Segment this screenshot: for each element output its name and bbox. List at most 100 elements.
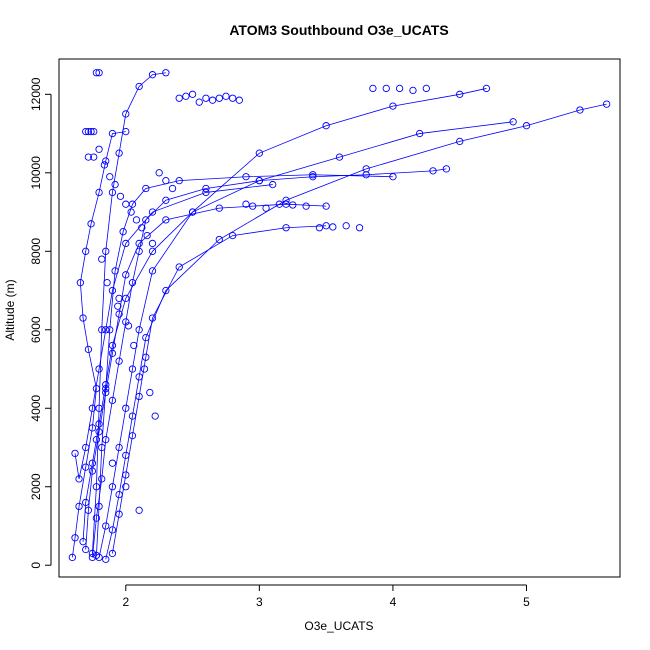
data-point xyxy=(315,224,324,232)
y-tick-label: 10000 xyxy=(29,156,43,190)
data-point xyxy=(422,84,430,93)
data-point xyxy=(322,202,330,210)
y-tick-label: 0 xyxy=(29,562,43,569)
series-group xyxy=(82,200,330,554)
data-point xyxy=(142,184,150,193)
y-tick-label: 2000 xyxy=(29,473,43,500)
data-point xyxy=(95,188,103,197)
data-point xyxy=(68,553,77,562)
axes: 2 3 4 5 0 2000 4000 6000 8000 10000 12000 xyxy=(29,77,530,609)
data-point xyxy=(148,247,157,255)
data-point xyxy=(79,538,87,546)
series-line xyxy=(98,88,487,558)
data-point xyxy=(135,82,143,91)
data-point xyxy=(302,202,310,210)
data-point xyxy=(115,510,123,518)
data-point xyxy=(135,239,143,248)
data-point xyxy=(456,137,464,146)
data-point xyxy=(71,534,79,542)
data-point xyxy=(415,129,424,138)
data-point xyxy=(102,247,110,255)
data-point xyxy=(122,483,130,491)
data-point xyxy=(95,145,103,153)
x-tick-label: 3 xyxy=(256,595,263,609)
data-point xyxy=(122,110,130,118)
data-point xyxy=(98,326,106,334)
data-point xyxy=(92,436,101,444)
data-point xyxy=(235,96,243,104)
data-point xyxy=(84,153,93,161)
data-point xyxy=(88,549,97,558)
data-point xyxy=(202,184,210,193)
x-axis-label: O3e_UCATS xyxy=(304,619,373,633)
data-point xyxy=(228,231,237,240)
data-point xyxy=(202,94,210,102)
data-point xyxy=(148,208,157,216)
data-point xyxy=(100,161,109,169)
data-point xyxy=(362,165,370,173)
data-point xyxy=(249,202,257,210)
data-point xyxy=(442,165,451,173)
data-point xyxy=(155,169,163,177)
data-point xyxy=(140,365,149,373)
data-point xyxy=(188,208,197,216)
data-point xyxy=(148,239,157,248)
data-point xyxy=(92,514,101,522)
data-point xyxy=(108,188,117,197)
data-point xyxy=(195,98,203,106)
extra-points xyxy=(82,69,430,514)
x-tick-label: 5 xyxy=(523,595,530,609)
data-point xyxy=(122,239,130,248)
data-point xyxy=(124,322,133,330)
data-point xyxy=(122,271,130,279)
data-point xyxy=(108,549,117,558)
plot-area-frame xyxy=(58,58,621,578)
data-point xyxy=(395,84,404,93)
data-point xyxy=(369,84,377,93)
series-line xyxy=(96,174,393,556)
data-point xyxy=(162,286,170,295)
data-point xyxy=(90,153,98,161)
data-point xyxy=(135,506,143,514)
series-group xyxy=(108,222,330,558)
data-point xyxy=(102,157,110,165)
series-line xyxy=(74,184,273,479)
data-point xyxy=(95,365,103,373)
data-point xyxy=(102,522,110,530)
data-point xyxy=(362,171,370,179)
data-point xyxy=(522,122,531,130)
data-point xyxy=(82,463,90,471)
data-point xyxy=(127,208,135,216)
data-point xyxy=(255,149,264,157)
data-point xyxy=(162,177,170,185)
data-point xyxy=(108,349,117,357)
series-group xyxy=(68,127,130,562)
data-point xyxy=(255,177,264,185)
series-line xyxy=(112,225,327,554)
data-point xyxy=(71,449,79,458)
series-line xyxy=(71,131,126,558)
data-point xyxy=(98,475,106,483)
data-point xyxy=(322,122,330,130)
data-point xyxy=(162,69,170,77)
data-point xyxy=(175,177,183,185)
data-point xyxy=(282,224,290,232)
data-point xyxy=(102,326,110,334)
data-point xyxy=(95,69,103,77)
data-point xyxy=(108,483,117,491)
data-point xyxy=(208,96,217,104)
data-point xyxy=(79,314,87,322)
series-line xyxy=(105,103,607,560)
data-point xyxy=(342,222,350,230)
data-point xyxy=(108,526,117,534)
data-point xyxy=(148,267,157,275)
data-point xyxy=(88,467,97,475)
data-point xyxy=(106,326,114,334)
data-point xyxy=(84,127,93,136)
data-point xyxy=(175,263,183,271)
data-point xyxy=(148,71,157,79)
data-point xyxy=(456,90,464,98)
data-point xyxy=(151,412,159,420)
data-point xyxy=(75,502,83,511)
